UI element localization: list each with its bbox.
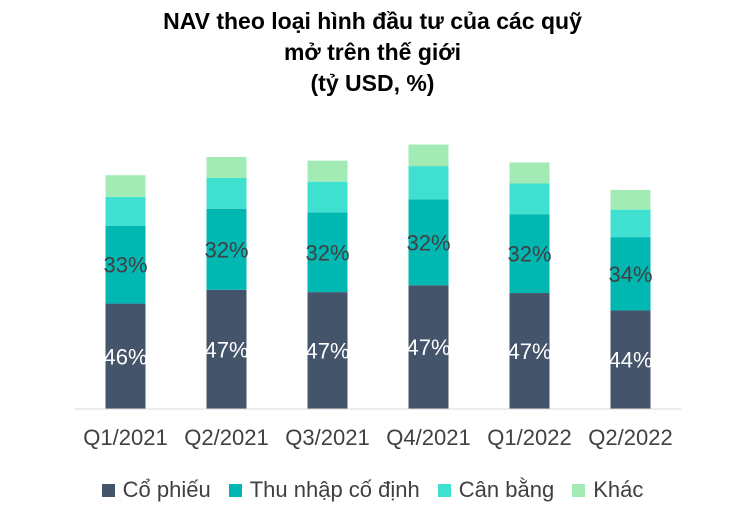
x-tick-label: Q2/2021 xyxy=(184,425,268,450)
x-tick-label: Q1/2021 xyxy=(83,425,167,450)
bar-segment-3-3 xyxy=(307,181,348,213)
bar-segment-2-1 xyxy=(105,225,146,304)
legend-item: Thu nhập cố định xyxy=(228,477,420,503)
bar-segment-2-6 xyxy=(610,237,651,311)
data-label-1-3: 47% xyxy=(305,339,349,364)
legend-swatch xyxy=(101,483,115,497)
bar-segment-4-5 xyxy=(509,162,550,184)
bar-segment-1-1 xyxy=(105,303,146,409)
data-label-2-2: 32% xyxy=(204,237,248,262)
data-label-1-6: 44% xyxy=(608,348,652,373)
legend-label: Thu nhập cố định xyxy=(249,477,420,502)
data-label-2-4: 32% xyxy=(406,230,450,255)
data-label-1-1: 46% xyxy=(103,344,147,369)
bar-segment-2-5 xyxy=(509,214,550,294)
bar-segment-4-6 xyxy=(610,189,651,210)
bar-segment-2-2 xyxy=(206,208,247,290)
legend-swatch xyxy=(572,483,586,497)
data-label-2-3: 32% xyxy=(305,240,349,265)
chart-title: NAV theo loại hình đầu tư của các quỹ mở… xyxy=(0,6,745,99)
data-labels: 46% 33% 47% 32% 47% 32% 47% 32% 47% 32% 44% 34% xyxy=(103,230,652,372)
bar-segment-2-3 xyxy=(307,212,348,293)
data-label-1-2: 47% xyxy=(204,337,248,362)
legend-item: Cân bằng xyxy=(437,477,555,503)
data-label-2-5: 32% xyxy=(507,242,551,267)
data-label-1-4: 47% xyxy=(406,335,450,360)
data-label-1-5: 47% xyxy=(507,339,551,364)
x-tick-label: Q2/2022 xyxy=(588,425,672,450)
data-label-2-6: 34% xyxy=(608,262,652,287)
legend-swatch xyxy=(437,483,451,497)
chart-title-line-1: NAV theo loại hình đầu tư của các quỹ xyxy=(163,8,582,34)
legend-item: Cổ phiếu xyxy=(101,477,211,503)
bar-segment-4-2 xyxy=(206,156,247,178)
bar-segment-3-1 xyxy=(105,196,146,226)
legend-label: Cân bằng xyxy=(458,477,555,502)
bar-segment-2-4 xyxy=(408,199,449,286)
bar-segment-4-1 xyxy=(105,175,146,197)
legend-label: Khác xyxy=(593,477,644,502)
x-tick-label: Q3/2021 xyxy=(285,425,369,450)
bar-segment-3-6 xyxy=(610,209,651,238)
bar-segment-4-4 xyxy=(408,144,449,167)
bar-segment-4-3 xyxy=(307,160,348,182)
bar-segment-1-3 xyxy=(307,292,348,409)
x-tick-label: Q1/2022 xyxy=(487,425,571,450)
bar-segment-3-5 xyxy=(509,183,550,215)
bar-segment-1-4 xyxy=(408,285,449,409)
x-tick-labels: Q1/2021 Q2/2021 Q3/2021 Q4/2021 Q1/2022 Q2/20… xyxy=(83,425,672,450)
x-tick-label: Q4/2021 xyxy=(386,425,470,450)
legend-label: Cổ phiếu xyxy=(122,477,211,502)
bar-segment-3-4 xyxy=(408,166,449,200)
bar-segment-1-5 xyxy=(509,293,550,409)
bar-segment-3-2 xyxy=(206,178,247,209)
data-label-2-1: 33% xyxy=(103,253,147,278)
bar-group xyxy=(105,144,651,409)
chart-title-line-3: (tỷ USD, %) xyxy=(310,70,435,96)
legend-item: Khác xyxy=(572,477,643,503)
legend-swatch xyxy=(228,483,242,497)
bar-segment-1-6 xyxy=(610,310,651,409)
stacked-bar-chart: Q1/2021 Q2/2021 Q3/2021 Q4/2021 Q1/2022 Q2/20… xyxy=(75,144,681,450)
bar-segment-1-2 xyxy=(206,289,247,409)
legend: Cổ phiếu Thu nhập cố định Cân bằng Khác xyxy=(0,477,745,503)
chart-title-line-2: mở trên thế giới xyxy=(283,39,462,65)
